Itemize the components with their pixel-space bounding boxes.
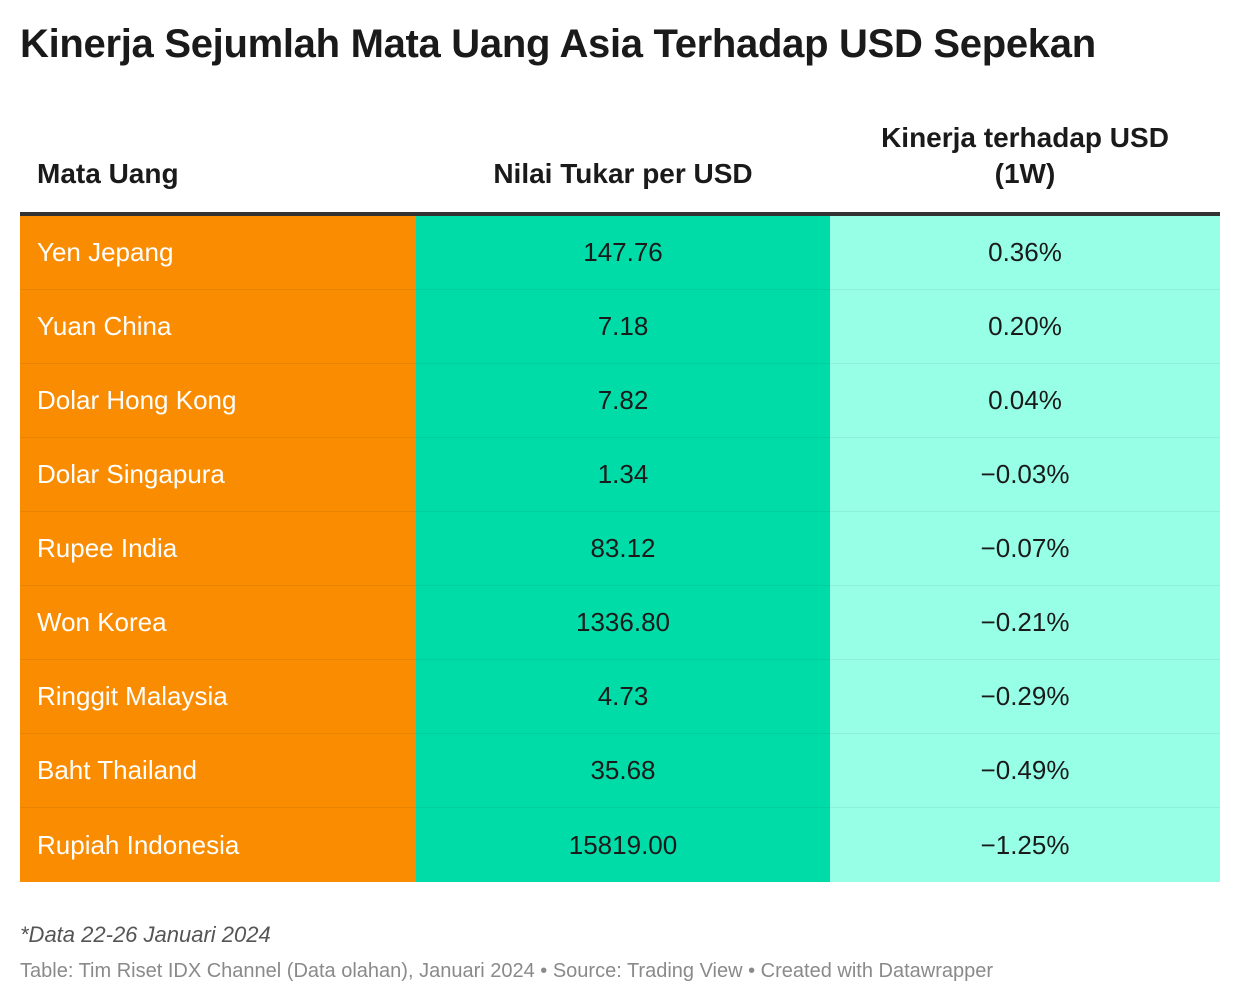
footnote: *Data 22-26 Januari 2024 [20, 922, 271, 947]
cell-currency: Rupiah Indonesia [20, 808, 416, 882]
header-performance-line1: Kinerja terhadap USD [881, 122, 1169, 153]
source-credit: Table: Tim Riset IDX Channel (Data olaha… [20, 960, 994, 982]
table-row: Yen Jepang 147.76 0.36% [20, 216, 1220, 290]
cell-currency: Yuan China [20, 290, 416, 364]
cell-currency: Baht Thailand [20, 734, 416, 808]
cell-performance: 0.04% [830, 364, 1220, 438]
table-row: Rupiah Indonesia 15819.00 −1.25% [20, 808, 1220, 882]
cell-currency: Won Korea [20, 586, 416, 660]
cell-performance: 0.20% [830, 290, 1220, 364]
cell-performance: −0.29% [830, 660, 1220, 734]
cell-exchange-rate: 4.73 [416, 660, 830, 734]
cell-performance: −0.03% [830, 438, 1220, 512]
cell-exchange-rate: 15819.00 [416, 808, 830, 882]
cell-exchange-rate: 1.34 [416, 438, 830, 512]
table-body: Yen Jepang 147.76 0.36% Yuan China 7.18 0.20%… [20, 216, 1220, 882]
cell-exchange-rate: 1336.80 [416, 586, 830, 660]
table-row: Dolar Singapura 1.34 −0.03% [20, 438, 1220, 512]
table-row: Rupee India 83.12 −0.07% [20, 512, 1220, 586]
cell-performance: −0.07% [830, 512, 1220, 586]
cell-exchange-rate: 7.82 [416, 364, 830, 438]
cell-exchange-rate: 147.76 [416, 216, 830, 290]
cell-exchange-rate: 7.18 [416, 290, 830, 364]
cell-currency: Ringgit Malaysia [20, 660, 416, 734]
table-row: Ringgit Malaysia 4.73 −0.29% [20, 660, 1220, 734]
data-table: Mata Uang Nilai Tukar per USD Kinerja te… [20, 120, 1220, 882]
header-exchange-rate[interactable]: Nilai Tukar per USD [493, 158, 753, 189]
table-row: Won Korea 1336.80 −0.21% [20, 586, 1220, 660]
table-row: Dolar Hong Kong 7.82 0.04% [20, 364, 1220, 438]
cell-exchange-rate: 83.12 [416, 512, 830, 586]
cell-performance: −0.49% [830, 734, 1220, 808]
header-currency[interactable]: Mata Uang [37, 158, 179, 189]
chart-title: Kinerja Sejumlah Mata Uang Asia Terhadap… [20, 22, 1096, 66]
header-performance[interactable]: Kinerja terhadap USD (1W) [830, 120, 1220, 212]
header-performance-line2: (1W) [994, 158, 1056, 189]
cell-performance: −1.25% [830, 808, 1220, 882]
cell-currency: Rupee India [20, 512, 416, 586]
cell-currency: Dolar Hong Kong [20, 364, 416, 438]
cell-performance: −0.21% [830, 586, 1220, 660]
cell-performance: 0.36% [830, 216, 1220, 290]
table-row: Baht Thailand 35.68 −0.49% [20, 734, 1220, 808]
cell-exchange-rate: 35.68 [416, 734, 830, 808]
cell-currency: Yen Jepang [20, 216, 416, 290]
cell-currency: Dolar Singapura [20, 438, 416, 512]
table-header: Mata Uang Nilai Tukar per USD Kinerja te… [20, 120, 1220, 216]
table-row: Yuan China 7.18 0.20% [20, 290, 1220, 364]
